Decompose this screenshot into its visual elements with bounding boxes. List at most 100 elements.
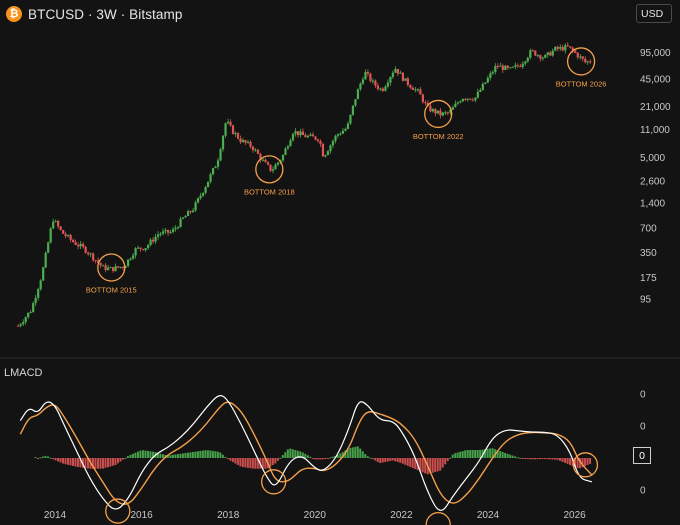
price-candle xyxy=(224,122,227,138)
histogram-bar xyxy=(134,452,137,458)
price-candle xyxy=(17,323,20,327)
histogram-bar xyxy=(136,451,139,458)
candle-body xyxy=(359,83,362,90)
candle-body xyxy=(154,236,157,242)
price-candle xyxy=(191,208,195,214)
price-candle xyxy=(569,46,572,49)
symbol-title[interactable]: BTCUSD · 3W · Bitstamp xyxy=(28,6,183,22)
candle-body xyxy=(481,83,484,90)
candle-body xyxy=(461,98,464,102)
candle-body xyxy=(79,243,82,247)
candle-body xyxy=(64,233,67,237)
candle-body xyxy=(566,45,569,47)
histogram-bar xyxy=(311,458,314,459)
histogram-bar xyxy=(66,458,69,465)
histogram-bar xyxy=(536,458,539,460)
candle-body xyxy=(364,71,367,80)
price-candle xyxy=(132,253,135,261)
price-candle xyxy=(549,50,552,56)
histogram-bar xyxy=(119,458,122,462)
candle-body xyxy=(311,134,315,137)
histogram-bar xyxy=(524,458,527,459)
histogram-bar xyxy=(216,451,219,458)
candle-body xyxy=(24,317,27,323)
candle-body xyxy=(479,89,482,92)
price-candle xyxy=(411,86,414,91)
price-candle xyxy=(209,172,212,184)
histogram-bar xyxy=(184,453,187,458)
price-candle xyxy=(319,139,322,147)
price-candle xyxy=(19,322,22,328)
histogram-bar xyxy=(191,451,194,458)
histogram-bar xyxy=(439,458,442,471)
candle-body xyxy=(494,66,497,73)
price-candle xyxy=(386,79,390,89)
price-candle xyxy=(311,132,315,137)
time-axis-label: 2026 xyxy=(563,510,586,521)
price-candle xyxy=(506,64,509,70)
histogram-bar xyxy=(409,458,412,467)
price-candle xyxy=(396,68,400,77)
lmacd-line xyxy=(19,395,593,511)
price-candle xyxy=(496,63,499,69)
price-axis[interactable]: 95,000 45,000 21,000 11,000 5,000 2,600 1,400 7… xyxy=(640,48,671,306)
price-candle xyxy=(281,154,285,163)
price-candle xyxy=(251,145,255,153)
histogram-bar xyxy=(509,454,512,458)
histogram-bar xyxy=(366,456,369,458)
price-candle xyxy=(369,72,372,83)
candle-body xyxy=(137,247,140,249)
price-candle xyxy=(134,247,137,259)
candle-body xyxy=(201,192,205,196)
price-candle xyxy=(149,238,152,247)
candle-body xyxy=(424,102,427,104)
time-axis[interactable]: 2014 2016 2018 2020 2022 2024 2026 xyxy=(44,510,586,521)
candle-body xyxy=(499,65,502,67)
price-candle xyxy=(464,98,467,102)
price-candle xyxy=(424,100,427,106)
histogram-bar xyxy=(109,458,112,467)
currency-selector-button[interactable]: USD xyxy=(636,4,672,23)
candle-body xyxy=(416,89,419,91)
histogram-bar xyxy=(529,458,532,460)
candle-body xyxy=(354,99,357,106)
candle-body xyxy=(501,65,504,70)
price-candle xyxy=(581,56,584,62)
price-candle xyxy=(254,148,257,152)
price-candle xyxy=(226,118,230,125)
histogram-bar xyxy=(276,458,279,461)
candle-body xyxy=(214,166,217,169)
candle-body xyxy=(471,99,474,101)
price-candle xyxy=(151,236,155,244)
candle-body xyxy=(579,56,582,58)
histogram-bar xyxy=(299,451,302,458)
price-candle xyxy=(99,262,102,269)
price-candle xyxy=(289,138,292,147)
price-axis-label: 1,400 xyxy=(640,199,665,210)
histogram-bar xyxy=(544,458,547,460)
histogram-bar xyxy=(564,458,567,463)
price-candle xyxy=(466,98,469,102)
price-candle xyxy=(391,70,395,80)
price-candle xyxy=(469,98,472,101)
price-candle xyxy=(221,135,225,152)
histogram-bar xyxy=(146,450,149,458)
indicator-label[interactable]: LMACD xyxy=(4,367,43,379)
price-candle xyxy=(77,242,80,250)
price-axis-label: 21,000 xyxy=(640,102,671,113)
candle-body xyxy=(84,246,87,253)
candle-body xyxy=(281,154,285,161)
candle-body xyxy=(564,45,567,51)
candle-body xyxy=(431,109,434,112)
price-candle xyxy=(266,161,270,166)
histogram-bar xyxy=(321,458,324,460)
histogram-bar xyxy=(189,452,192,458)
candle-body xyxy=(49,228,52,243)
histogram-bar xyxy=(474,450,477,458)
candle-body xyxy=(284,148,287,155)
price-candle xyxy=(87,251,90,257)
time-axis-label: 2022 xyxy=(390,510,413,521)
histogram-bar xyxy=(111,458,114,466)
candle-body xyxy=(381,88,385,91)
